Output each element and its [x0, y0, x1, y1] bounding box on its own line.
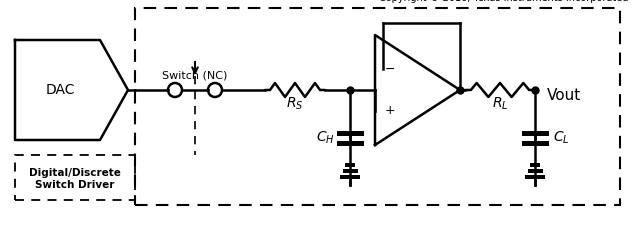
- Text: −: −: [385, 63, 396, 76]
- Text: $C_H$: $C_H$: [316, 129, 335, 146]
- Text: Vout: Vout: [547, 87, 581, 102]
- Text: +: +: [385, 104, 396, 117]
- Text: $R_L$: $R_L$: [492, 96, 508, 112]
- Text: Digital/Discrete: Digital/Discrete: [29, 167, 121, 178]
- Text: DAC: DAC: [45, 83, 75, 97]
- Text: Switch (NC): Switch (NC): [162, 70, 228, 80]
- Text: $C_L$: $C_L$: [553, 129, 570, 146]
- Text: Copyright © 2016, Texas Instruments Incorporated: Copyright © 2016, Texas Instruments Inco…: [379, 0, 628, 3]
- Text: Switch Driver: Switch Driver: [35, 180, 115, 189]
- Text: $R_S$: $R_S$: [286, 96, 304, 112]
- Bar: [135, 8, 620, 205]
- Bar: [15, 155, 135, 200]
